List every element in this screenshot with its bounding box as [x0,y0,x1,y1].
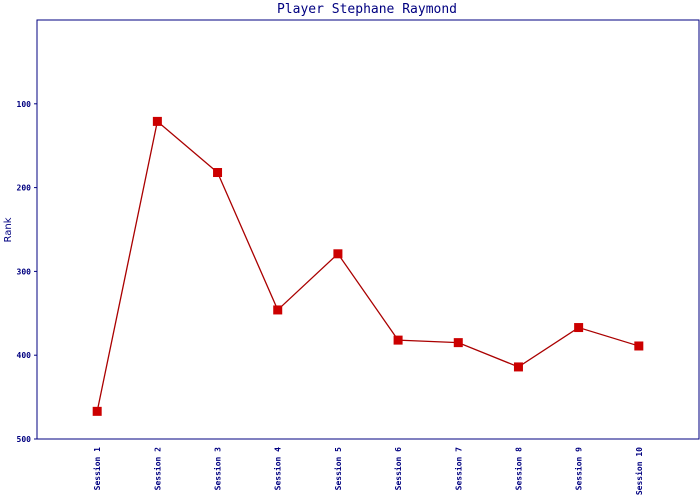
data-point [393,335,403,345]
data-point [92,406,102,416]
y-tick-label: 300 [17,267,32,276]
x-tick-label: Session 3 [213,447,223,491]
x-tick-label: Session 8 [513,447,523,491]
x-tick-label: Session 4 [273,447,283,491]
chart-title: Player Stephane Raymond [277,2,457,17]
y-tick-label: 100 [17,100,32,109]
x-tick-label: Session 9 [574,447,584,491]
data-point [513,362,523,372]
x-tick-label: Session 5 [333,447,343,491]
data-line [96,120,640,412]
data-point [574,323,584,333]
plot-frame [36,19,700,440]
x-tick-label: Session 2 [152,447,162,491]
x-tick-label: Session 1 [92,447,102,491]
data-point [634,341,644,351]
x-tick-label: Session 6 [393,447,403,491]
y-tick-label: 500 [17,435,32,444]
data-point [213,168,223,178]
data-point [453,338,463,348]
data-point [333,249,343,259]
x-tick-label: Session 10 [634,447,644,495]
y-tick-label: 200 [17,184,32,193]
data-point [273,305,283,315]
y-tick-label: 400 [17,351,32,360]
x-tick-label: Session 7 [453,447,463,491]
y-axis-label: Rank [3,217,14,242]
data-point [152,116,162,126]
